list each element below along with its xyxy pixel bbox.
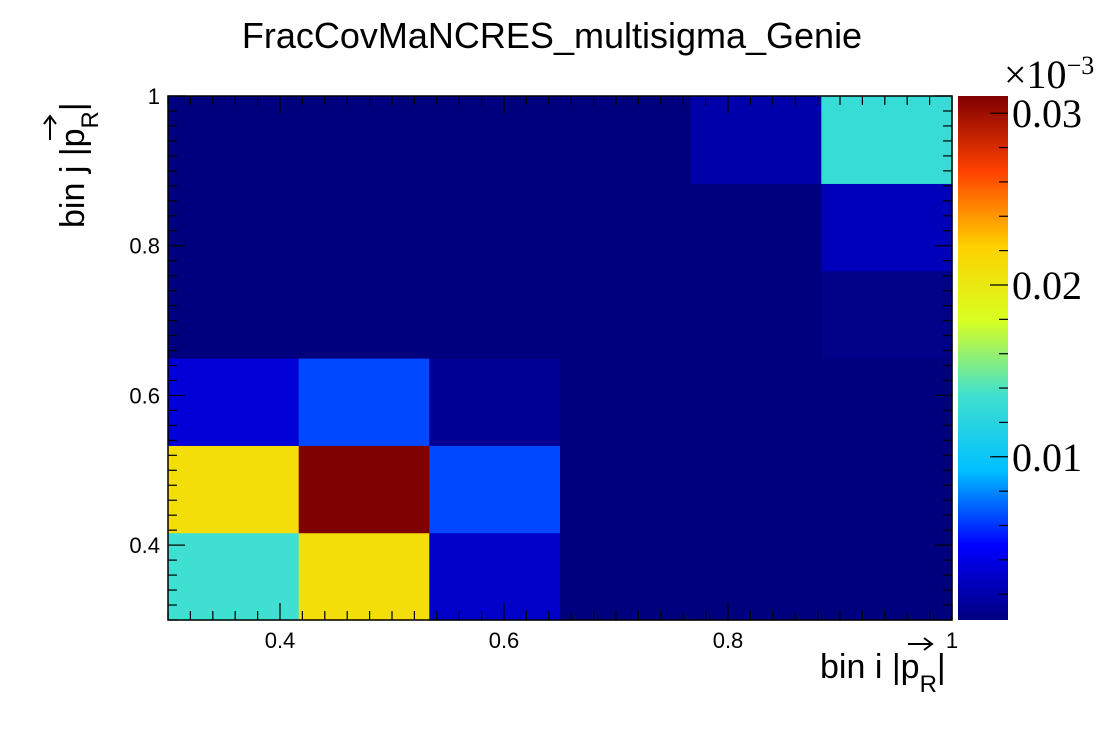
colorbar-tick-label: 0.02 bbox=[1012, 263, 1082, 308]
x-tick-label: 0.4 bbox=[265, 628, 296, 653]
heatmap-cell-r1-c5 bbox=[821, 445, 953, 534]
heatmap-cell-r1-c3 bbox=[560, 445, 692, 534]
heatmap-cell-r3-c2 bbox=[429, 270, 561, 359]
heatmap-cell-r4-c5 bbox=[821, 183, 953, 272]
heatmap-cell-r4-c3 bbox=[560, 183, 692, 272]
heatmap-cell-r0-c5 bbox=[821, 532, 953, 621]
heatmap-cells bbox=[168, 96, 953, 621]
svg-text:bin i |pR|: bin i |pR| bbox=[820, 648, 946, 698]
heatmap-cell-r1-c4 bbox=[690, 445, 822, 534]
colorbar-scale-factor: ×10−3 bbox=[1004, 51, 1094, 97]
heatmap-cell-r0-c0 bbox=[168, 532, 300, 621]
heatmap-cell-r1-c2 bbox=[429, 445, 561, 534]
heatmap-cell-r5-c3 bbox=[560, 96, 692, 184]
heatmap-cell-r2-c4 bbox=[690, 358, 822, 446]
svg-text:bin j |pR|: bin j |pR| bbox=[54, 102, 104, 228]
heatmap-cell-r5-c1 bbox=[298, 96, 430, 184]
y-axis-title: bin j |pR| bbox=[43, 102, 104, 228]
heatmap-cell-r4-c0 bbox=[168, 183, 300, 272]
heatmap-cell-r0-c1 bbox=[298, 532, 430, 621]
heatmap-cell-r3-c0 bbox=[168, 270, 300, 359]
heatmap-cell-r4-c1 bbox=[298, 183, 430, 272]
x-tick-label: 1 bbox=[946, 628, 958, 653]
heatmap-cell-r5-c5 bbox=[821, 96, 953, 184]
heatmap-cell-r2-c3 bbox=[560, 358, 692, 446]
heatmap-cell-r2-c0 bbox=[168, 358, 300, 446]
y-tick-label: 0.8 bbox=[129, 234, 160, 259]
heatmap-cell-r4-c2 bbox=[429, 183, 561, 272]
heatmap-cell-r0-c3 bbox=[560, 532, 692, 621]
y-tick-label: 0.4 bbox=[129, 533, 160, 558]
axis-ticks: 0.4 0.6 0.8 1 0.4 0.6 0.8 1 bbox=[129, 84, 958, 653]
heatmap-cell-r2-c1 bbox=[298, 358, 430, 446]
heatmap-cell-r4-c4 bbox=[690, 183, 822, 272]
color-scale-bar: 0.01 0.02 0.03×10−3 bbox=[958, 51, 1094, 620]
heatmap-cell-r5-c0 bbox=[168, 96, 300, 184]
heatmap-cell-r2-c5 bbox=[821, 358, 953, 446]
x-tick-label: 0.8 bbox=[713, 628, 744, 653]
heatmap-cell-r2-c2 bbox=[429, 358, 561, 446]
colorbar-tick-label: 0.01 bbox=[1012, 435, 1082, 480]
heatmap-cell-r3-c3 bbox=[560, 270, 692, 359]
heatmap-cell-r1-c1 bbox=[298, 445, 430, 534]
x-axis-title: bin i |pR| bbox=[820, 637, 946, 698]
x-tick-label: 0.6 bbox=[489, 628, 520, 653]
heatmap-cell-r3-c4 bbox=[690, 270, 822, 359]
heatmap-cell-r5-c4 bbox=[690, 96, 822, 184]
chart-title: FracCovMaNCRES_multisigma_Genie bbox=[242, 15, 862, 56]
heatmap-cell-r1-c0 bbox=[168, 445, 300, 534]
colorbar-gradient bbox=[958, 96, 1008, 620]
colorbar-tick-label: 0.03 bbox=[1012, 91, 1082, 136]
heatmap-cell-r3-c5 bbox=[821, 270, 953, 359]
heatmap-cell-r3-c1 bbox=[298, 270, 430, 359]
y-tick-label: 0.6 bbox=[129, 383, 160, 408]
heatmap-cell-r0-c4 bbox=[690, 532, 822, 621]
plot-frame bbox=[167, 95, 953, 621]
heatmap-cell-r5-c2 bbox=[429, 96, 561, 184]
y-tick-label: 1 bbox=[148, 84, 160, 109]
heatmap-cell-r0-c2 bbox=[429, 532, 561, 621]
